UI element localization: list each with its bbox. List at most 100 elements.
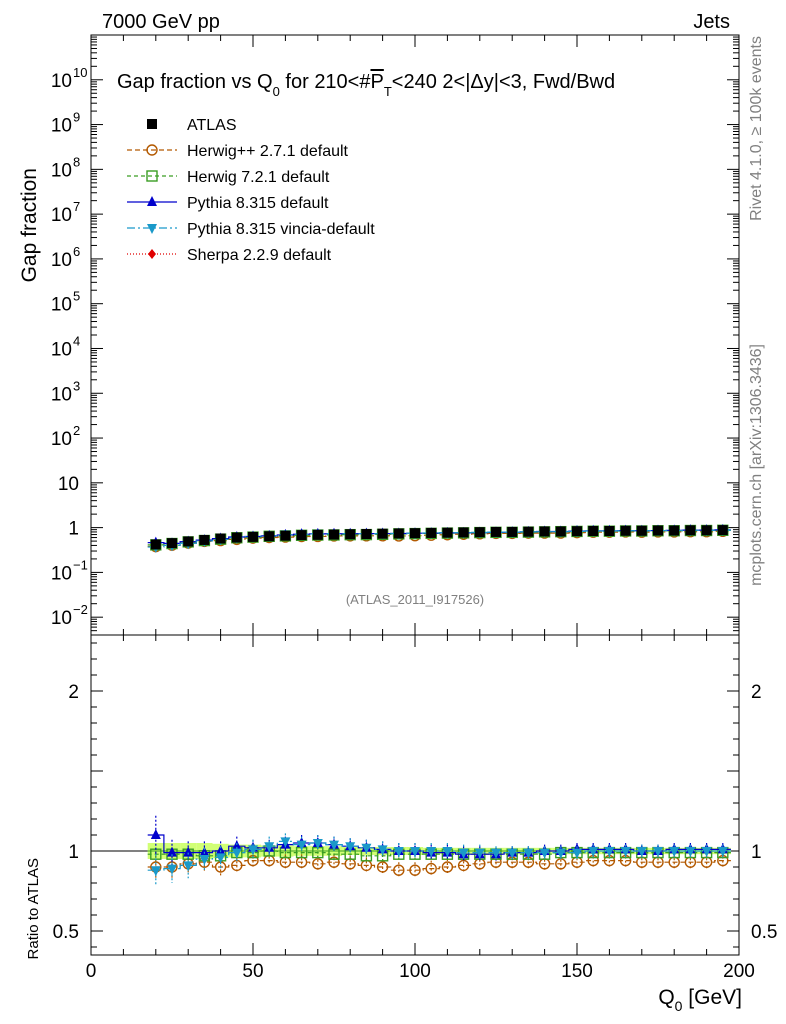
ratio-y-tick-label-right: 2: [751, 682, 762, 703]
ratio-point-pythia-8-315-vincia-default: [507, 848, 518, 859]
main-y-tick-label: 1: [68, 519, 79, 540]
main-y-tick-label: 10: [51, 384, 72, 405]
ratio-point-pythia-8-315-default: [199, 846, 210, 857]
ratio-point-pythia-8-315-vincia-default: [345, 842, 356, 853]
main-point-atlas: [377, 528, 388, 539]
ratio-point-pythia-8-315-default: [167, 846, 177, 857]
ratio-point-pythia-8-315-vincia-default: [620, 847, 631, 857]
ratio-point-pythia-8-315-vincia-default: [685, 847, 696, 857]
ratio-point-pythia-8-315-default: [183, 846, 194, 857]
ratio-point-pythia-8-315-default: [150, 829, 161, 839]
ratio-point-pythia-8-315-vincia-default: [410, 847, 420, 857]
main-point-atlas: [669, 525, 680, 536]
legend-label-pythia-8-315-vincia-default: Pythia 8.315 vincia-default: [187, 221, 375, 238]
main-y-axis-label: Gap fraction: [18, 168, 41, 282]
ratio-point-pythia-8-315-vincia-default: [150, 866, 161, 877]
main-y-tick-exponent: 4: [73, 333, 80, 348]
rivet-version-label: Rivet 4.1.0, ≥ 100k events: [748, 36, 765, 221]
ratio-point-pythia-8-315-vincia-default: [701, 847, 712, 857]
x-tick-label: 50: [242, 961, 263, 982]
ratio-point-pythia-8-315-vincia-default: [231, 848, 242, 859]
main-y-tick-label: 10: [51, 71, 72, 92]
main-point-atlas: [361, 529, 372, 540]
ratio-point-pythia-8-315-vincia-default: [636, 847, 647, 857]
main-point-atlas: [231, 532, 242, 543]
main-point-atlas: [215, 533, 226, 544]
main-point-atlas: [523, 526, 534, 537]
legend-marker-herwig-2-7-1-default: [146, 144, 158, 156]
main-y-tick-exponent: 6: [73, 244, 80, 259]
ratio-point-herwig-2-7-1-default: [312, 858, 324, 870]
legend-marker-sherpa-2-2-9-default: [148, 249, 156, 259]
ratio-y-axis-label: Ratio to ATLAS: [25, 858, 42, 959]
ratio-y-tick-label-right: 0.5: [751, 922, 777, 943]
main-point-atlas: [539, 526, 550, 537]
header-energy-label: 7000 GeV pp: [102, 11, 220, 33]
ratio-point-pythia-8-315-vincia-default: [604, 847, 615, 857]
ratio-point-herwig-2-7-1-default: [393, 864, 405, 876]
ratio-point-pythia-8-315-vincia-default: [393, 847, 404, 857]
ratio-point-herwig-2-7-1-default: [376, 861, 389, 873]
x-tick-label: 200: [723, 961, 755, 982]
main-point-atlas: [280, 530, 291, 541]
main-y-tick-label: 10: [51, 339, 72, 360]
main-point-atlas: [572, 526, 582, 537]
main-y-tick-exponent: 7: [73, 199, 80, 214]
main-y-tick-label: 10: [51, 295, 72, 316]
legend-marker-pythia-8-315-default: [147, 196, 157, 206]
ratio-y-tick-label-right: 1: [751, 842, 762, 863]
ratio-point-herwig-2-7-1-default: [409, 864, 421, 876]
main-y-tick-exponent: 3: [73, 378, 80, 393]
main-y-tick-exponent: 2: [73, 423, 80, 438]
ratio-plot-frame: [90, 634, 740, 956]
ratio-point-pythia-8-315-vincia-default: [458, 848, 469, 859]
ratio-point-pythia-8-315-vincia-default: [264, 842, 275, 853]
main-y-tick-label: 10: [51, 205, 72, 226]
legend-label-pythia-8-315-default: Pythia 8.315 default: [187, 195, 329, 212]
ratio-point-pythia-8-315-vincia-default: [377, 845, 388, 856]
legend-marker-herwig-7-2-1-default: [146, 170, 158, 182]
main-y-tick-exponent: 5: [73, 289, 80, 304]
main-point-atlas: [491, 526, 501, 537]
main-y-tick-label: 10: [51, 563, 72, 584]
ratio-point-pythia-8-315-vincia-default: [442, 847, 453, 857]
ratio-point-pythia-8-315-vincia-default: [523, 848, 534, 859]
ratio-point-pythia-8-315-vincia-default: [426, 847, 437, 857]
main-point-atlas: [167, 538, 177, 549]
main-point-atlas: [474, 527, 485, 538]
main-y-tick-exponent: −1: [73, 557, 88, 572]
ratio-point-pythia-8-315-vincia-default: [329, 840, 339, 851]
header-jets-label: Jets: [693, 11, 730, 33]
ratio-point-pythia-8-315-vincia-default: [539, 848, 550, 859]
main-y-tick-exponent: −2: [73, 602, 88, 617]
ratio-point-pythia-8-315-vincia-default: [167, 864, 177, 875]
ratio-y-tick-label: 1: [68, 842, 79, 863]
ratio-point-pythia-8-315-default: [215, 845, 226, 855]
main-point-atlas: [653, 525, 663, 536]
main-point-atlas: [636, 525, 647, 536]
main-point-atlas: [199, 534, 210, 545]
ratio-line-herwig-2-7-1-default: [147, 860, 731, 871]
main-point-atlas: [183, 536, 194, 547]
legend-marker-atlas: [147, 119, 157, 129]
ratio-point-pythia-8-315-vincia-default: [669, 847, 680, 857]
main-point-atlas: [685, 525, 696, 536]
main-point-atlas: [604, 526, 615, 537]
ratio-point-herwig-2-7-1-default: [425, 862, 437, 875]
ratio-point-pythia-8-315-vincia-default: [312, 839, 323, 849]
main-y-tick-label: 10: [51, 608, 72, 629]
main-y-tick-exponent: 9: [73, 110, 80, 125]
main-y-tick-label: 10: [51, 116, 72, 137]
main-point-atlas: [620, 525, 631, 536]
ratio-point-pythia-8-315-vincia-default: [361, 843, 372, 854]
ratio-point-pythia-8-315-default: [231, 840, 242, 851]
x-tick-label: 150: [561, 961, 593, 982]
ratio-point-herwig-2-7-1-default: [457, 859, 470, 872]
main-point-atlas: [410, 528, 420, 539]
main-point-atlas: [701, 525, 712, 536]
ratio-point-pythia-8-315-vincia-default: [653, 847, 663, 857]
ratio-point-pythia-8-315-vincia-default: [199, 855, 210, 865]
ratio-point-pythia-8-315-vincia-default: [248, 845, 258, 856]
ratio-point-herwig-2-7-1-default: [328, 856, 340, 868]
legend-marker-pythia-8-315-vincia-default: [147, 224, 157, 234]
